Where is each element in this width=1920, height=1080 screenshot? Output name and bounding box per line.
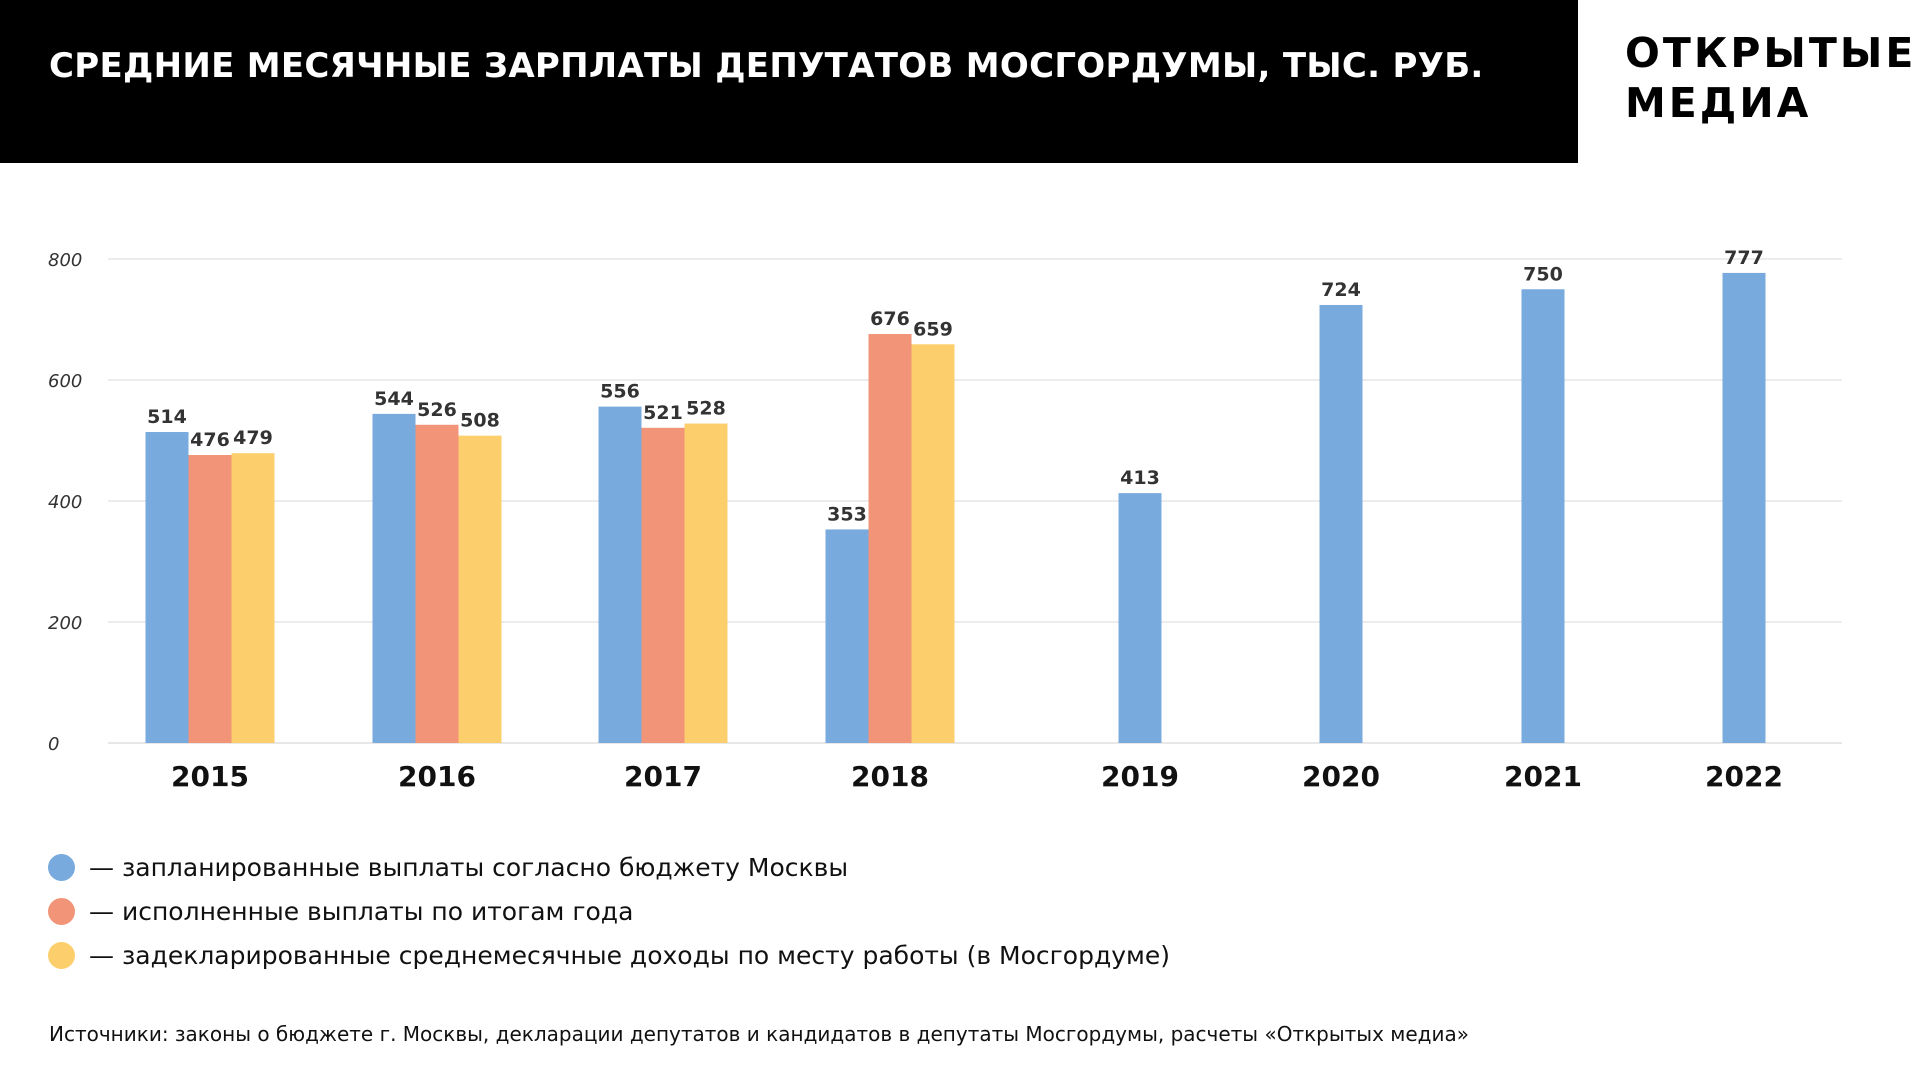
data-label: 508 <box>460 410 500 432</box>
data-label: 724 <box>1321 279 1361 301</box>
legend-label-planned: — запланированные выплаты согласно бюдже… <box>89 853 848 882</box>
source-note: Источники: законы о бюджете г. Москвы, д… <box>49 1022 1469 1046</box>
x-tick-label: 2015 <box>171 760 249 793</box>
x-tick-label: 2020 <box>1302 760 1380 793</box>
data-label: 659 <box>913 318 953 340</box>
data-label: 544 <box>374 388 414 410</box>
data-label: 514 <box>147 406 187 428</box>
bar <box>641 427 685 743</box>
legend-dash: — <box>89 896 114 926</box>
bar <box>145 432 189 743</box>
x-tick-label: 2017 <box>624 760 702 793</box>
brand-line-1: ОТКРЫТЫЕ <box>1625 29 1917 77</box>
bar <box>868 334 912 743</box>
legend-dot-planned <box>48 853 75 881</box>
x-tick-label: 2021 <box>1504 760 1582 793</box>
data-label: 556 <box>600 381 640 403</box>
x-tick-label: 2018 <box>851 760 929 793</box>
legend-text: исполненные выплаты по итогам года <box>121 896 634 926</box>
data-label: 476 <box>190 429 230 451</box>
data-label: 676 <box>870 308 910 330</box>
bar <box>684 423 728 743</box>
legend-dash: — <box>89 852 114 882</box>
bar <box>598 406 642 743</box>
legend-item-declared: — задекларированные среднемесячные доход… <box>48 933 1848 977</box>
x-axis: 2015 2016 2017 2018 2019 2020 2021 2022 <box>171 760 1783 793</box>
legend-text: задекларированные среднемесячные доходы … <box>121 940 1171 970</box>
y-tick-label: 0 <box>48 734 59 755</box>
legend-text: запланированные выплаты согласно бюджету… <box>121 852 849 882</box>
chart-title: СРЕДНИЕ МЕСЯЧНЫЕ ЗАРПЛАТЫ ДЕПУТАТОВ МОСГ… <box>49 46 1484 86</box>
legend-dash: — <box>89 940 114 970</box>
bar <box>458 435 502 743</box>
header-bar <box>0 0 1578 163</box>
bar <box>825 529 869 743</box>
bar <box>911 344 955 743</box>
bar <box>1118 493 1162 743</box>
y-tick-label: 800 <box>48 250 82 271</box>
bar <box>1722 272 1766 743</box>
legend-item-executed: — исполненные выплаты по итогам года <box>48 889 1848 933</box>
data-label: 526 <box>417 399 457 421</box>
bar <box>231 453 275 743</box>
data-label: 777 <box>1724 247 1764 269</box>
y-tick-label: 600 <box>48 371 82 392</box>
bar <box>415 424 459 743</box>
bar <box>372 413 416 743</box>
data-label: 521 <box>643 402 683 424</box>
legend: — запланированные выплаты согласно бюдже… <box>48 845 1848 977</box>
y-axis: 0 200 400 600 800 <box>48 250 82 755</box>
bar <box>1521 289 1565 743</box>
legend-label-declared: — задекларированные среднемесячные доход… <box>89 941 1170 970</box>
data-label: 750 <box>1523 263 1563 285</box>
brand-line-2: МЕДИА <box>1625 79 1812 127</box>
data-label: 479 <box>233 427 273 449</box>
legend-label-executed: — исполненные выплаты по итогам года <box>89 897 633 926</box>
y-tick-label: 400 <box>48 492 82 513</box>
y-tick-label: 200 <box>48 613 82 634</box>
bar <box>1319 304 1363 743</box>
data-label: 528 <box>686 398 726 420</box>
data-label: 353 <box>827 503 867 525</box>
legend-dot-executed <box>48 897 75 925</box>
legend-item-planned: — запланированные выплаты согласно бюдже… <box>48 845 1848 889</box>
legend-dot-declared <box>48 941 75 969</box>
x-tick-label: 2022 <box>1705 760 1783 793</box>
x-tick-label: 2019 <box>1101 760 1179 793</box>
x-tick-label: 2016 <box>398 760 476 793</box>
chart-grid <box>108 258 1842 744</box>
brand-logo: ОТКРЫТЫЕ МЕДИА <box>1625 28 1915 128</box>
bar <box>188 455 232 743</box>
chart-bars <box>145 272 1766 743</box>
data-label: 413 <box>1120 467 1160 489</box>
